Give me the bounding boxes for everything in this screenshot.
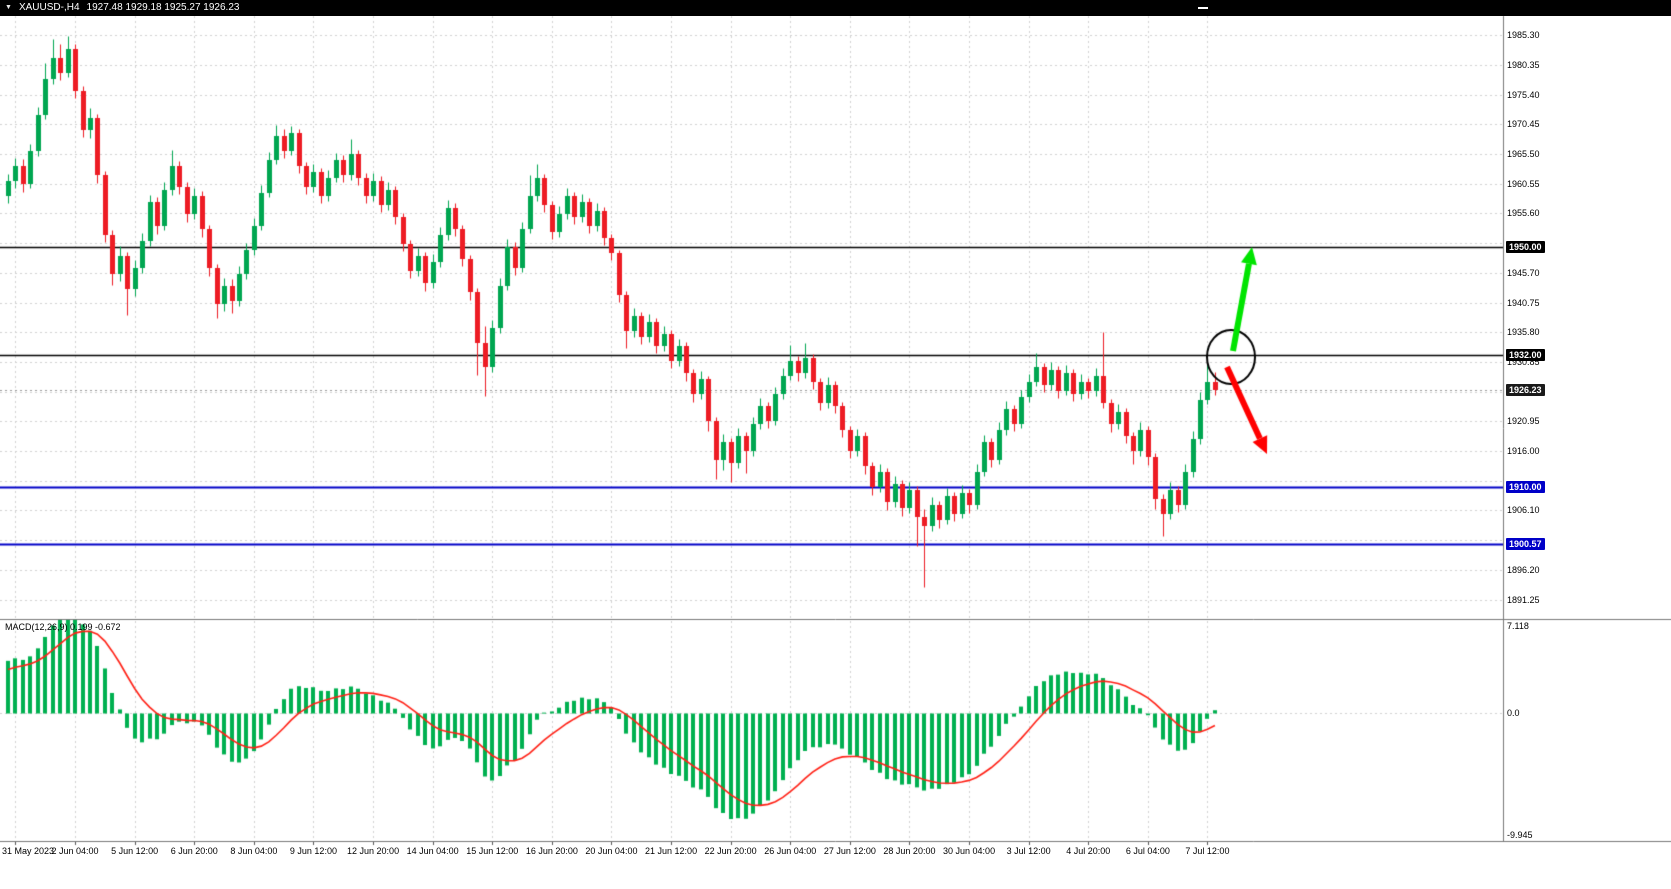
chart-symbol-icon: ▼ xyxy=(5,4,12,11)
time-axis-label: 6 Jul 04:00 xyxy=(1125,846,1170,856)
chart-ohlc-values: 1927.48 1929.18 1925.27 1926.23 xyxy=(86,2,240,13)
price-level-badge: 1932.00 xyxy=(1506,349,1545,361)
time-axis-label: 12 Jun 20:00 xyxy=(347,846,400,856)
time-axis-label: 8 Jun 04:00 xyxy=(230,846,278,856)
price-tick-label: 1916.00 xyxy=(1507,446,1540,456)
time-axis-label: 28 Jun 20:00 xyxy=(883,846,936,856)
time-axis-label: 30 Jun 04:00 xyxy=(943,846,996,856)
price-level-badge: 1910.00 xyxy=(1506,481,1545,493)
macd-tick-label: 0.0 xyxy=(1507,708,1520,719)
price-tick-label: 1930.85 xyxy=(1507,356,1540,367)
price-tick-label: 1920.95 xyxy=(1507,416,1540,427)
price-level-badge: 1926.23 xyxy=(1506,383,1545,396)
time-axis-label: 21 Jun 12:00 xyxy=(645,846,698,856)
time-axis-label: 31 May 2023 xyxy=(2,846,55,856)
time-axis-label: 9 Jun 12:00 xyxy=(289,846,337,856)
price-tick-label: 1970.45 xyxy=(1507,119,1540,130)
time-axis-label: 26 Jun 04:00 xyxy=(764,846,817,856)
price-tick-label: 1955.60 xyxy=(1507,208,1540,219)
price-tick-label: 1980.35 xyxy=(1507,59,1540,70)
price-tick-label: 1891.25 xyxy=(1507,594,1540,605)
price-axis[interactable]: 1985.30 1980.35 1975.40 1970.45 1965.50 1960.… xyxy=(1504,16,1671,619)
time-axis-label: 3 Jul 12:00 xyxy=(1006,846,1051,856)
time-axis-label: 2 Jun 04:00 xyxy=(51,846,99,856)
chart-symbol-period: XAUUSD-,H4 xyxy=(18,2,80,13)
time-axis-label: 16 Jun 20:00 xyxy=(525,846,578,856)
time-axis-label: 20 Jun 04:00 xyxy=(585,846,638,856)
window-control-dash-icon[interactable] xyxy=(1198,7,1208,9)
time-axis[interactable]: 31 May 2023 2 Jun 04:00 5 Jun 12:00 6 Jun 2… xyxy=(0,842,1671,862)
price-tick-label: 1945.70 xyxy=(1507,267,1540,278)
price-tick-label: 1965.50 xyxy=(1507,149,1540,159)
chart-title-bar[interactable]: ▼ XAUUSD-,H4 1927.48 1929.18 1925.27 192… xyxy=(0,0,1671,16)
time-axis-label: 14 Jun 04:00 xyxy=(406,846,459,856)
price-tick-label: 1960.55 xyxy=(1507,178,1540,189)
time-axis-label: 27 Jun 12:00 xyxy=(823,846,876,856)
macd-axis[interactable]: 7.118 0.0 -9.945 xyxy=(1504,620,1671,841)
price-level-badge: 1900.57 xyxy=(1506,537,1545,550)
price-tick-label: 1975.40 xyxy=(1507,89,1540,100)
price-tick-label: 1985.30 xyxy=(1507,30,1540,41)
price-tick-label: 1906.10 xyxy=(1507,505,1540,516)
time-axis-label: 6 Jun 20:00 xyxy=(170,846,218,856)
time-axis-label: 22 Jun 20:00 xyxy=(704,846,757,856)
price-tick-label: 1935.80 xyxy=(1507,327,1540,338)
time-axis-label: 4 Jul 20:00 xyxy=(1066,846,1111,856)
time-axis-label: 7 Jul 12:00 xyxy=(1185,846,1230,856)
time-axis-label: 15 Jun 12:00 xyxy=(466,846,519,856)
price-tick-label: 1896.20 xyxy=(1507,564,1540,575)
macd-tick-label: 7.118 xyxy=(1507,620,1529,631)
time-axis-label: 5 Jun 12:00 xyxy=(111,846,159,856)
price-tick-label: 1940.75 xyxy=(1507,297,1540,308)
price-level-badge: 1950.00 xyxy=(1506,241,1545,253)
macd-tick-label: -9.945 xyxy=(1507,830,1533,841)
